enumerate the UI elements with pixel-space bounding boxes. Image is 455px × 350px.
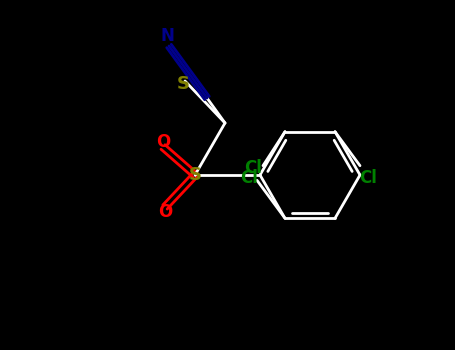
Text: N: N: [160, 27, 174, 45]
Text: Cl: Cl: [359, 169, 377, 187]
Text: Cl: Cl: [244, 159, 262, 177]
Text: O: O: [158, 203, 172, 221]
Text: S: S: [188, 166, 202, 184]
Text: O: O: [156, 133, 170, 151]
Text: S: S: [177, 75, 189, 93]
Text: Cl: Cl: [240, 169, 258, 187]
